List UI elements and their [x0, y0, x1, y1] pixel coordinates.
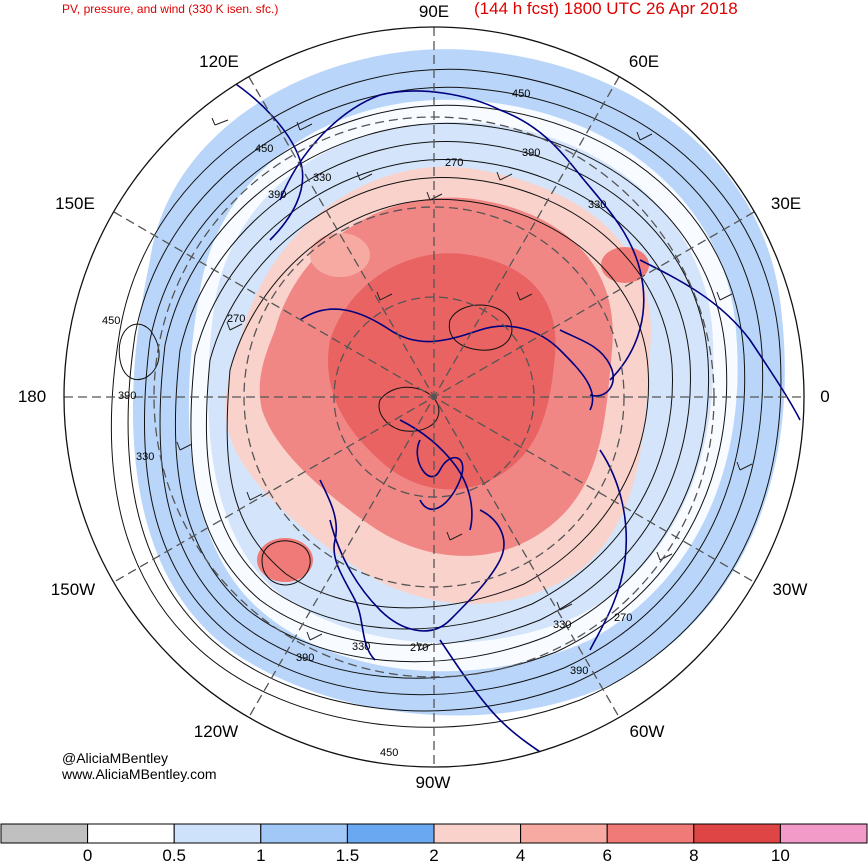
- contour-label: 390: [118, 390, 136, 402]
- colorbar-tick-label: 2: [429, 846, 439, 865]
- colorbar-swatch: [173, 823, 262, 844]
- contour-label: 270: [227, 313, 245, 325]
- lon-label-30e: 30E: [770, 194, 802, 213]
- wind-barbs: [176, 117, 753, 651]
- contour-label: 330: [313, 172, 331, 184]
- credit-website: www.AliciaMBentley.com: [62, 766, 217, 782]
- lon-label-120w: 120W: [193, 722, 239, 741]
- contour-label: 270: [410, 642, 428, 654]
- contour-label: 270: [614, 612, 632, 624]
- pv-red-field: [225, 166, 651, 604]
- lon-label-90e: 90E: [418, 2, 450, 21]
- contour-label: 390: [296, 652, 314, 664]
- lon-label-30w: 30W: [772, 580, 808, 599]
- lon-label-180: 180: [17, 387, 47, 406]
- lon-label-60e: 60E: [628, 52, 660, 71]
- colorbar-swatch: [520, 823, 608, 844]
- pressure-contours: [110, 68, 782, 728]
- lon-label-90w: 90W: [415, 773, 451, 792]
- colorbar-tick-label: 6: [602, 846, 612, 865]
- colorbar-tick-label: 0.5: [162, 846, 187, 865]
- map-boundary: [63, 26, 805, 768]
- colorbar-tick-label: 1.5: [335, 846, 360, 865]
- map-title-right: (144 h fcst) 1800 UTC 26 Apr 2018: [474, 0, 738, 18]
- colorbar-tick-label: 0: [82, 846, 93, 865]
- colorbar-tick-label: 10: [770, 846, 790, 865]
- colorbar-swatch: [779, 823, 868, 844]
- contour-label: 390: [522, 147, 540, 159]
- colorbar-swatch: [0, 823, 89, 844]
- contour-value-labels: 450 390 330 270 450 390 330 270 450 390 …: [102, 88, 632, 759]
- contour-label: 450: [512, 88, 530, 100]
- contour-label: 450: [380, 747, 398, 759]
- contour-label: 330: [136, 451, 154, 463]
- lon-label-0: 0: [820, 387, 830, 406]
- colorbar-swatch: [433, 823, 522, 844]
- colorbar-tick-label: 1: [256, 846, 266, 865]
- contour-label: 390: [570, 665, 588, 677]
- colorbar-tick-label: 8: [689, 846, 699, 865]
- colorbar-swatch: [606, 823, 695, 844]
- lon-label-150e: 150E: [55, 194, 95, 213]
- colorbar-swatch: [346, 823, 435, 844]
- contour-label: 450: [255, 143, 273, 155]
- contour-label: 330: [352, 641, 370, 653]
- colorbar-swatch: [693, 823, 781, 844]
- colorbar: [0, 823, 868, 844]
- colorbar-swatch: [87, 823, 175, 844]
- lon-label-120e: 120E: [199, 52, 239, 71]
- contour-label: 270: [445, 157, 463, 169]
- contour-label: 330: [553, 619, 571, 631]
- map-title-left: PV, pressure, and wind (330 K isen. sfc.…: [62, 2, 279, 16]
- contour-label: 390: [268, 189, 286, 201]
- credit-handle: @AliciaMBentley: [62, 750, 169, 766]
- colorbar-tick-label: 4: [515, 846, 526, 865]
- contour-label: 330: [588, 199, 606, 211]
- contour-label: 450: [102, 315, 120, 327]
- lon-label-60w: 60W: [629, 722, 665, 741]
- lon-label-150w: 150W: [50, 580, 96, 599]
- graticule: [64, 27, 804, 767]
- colorbar-swatch: [260, 823, 348, 844]
